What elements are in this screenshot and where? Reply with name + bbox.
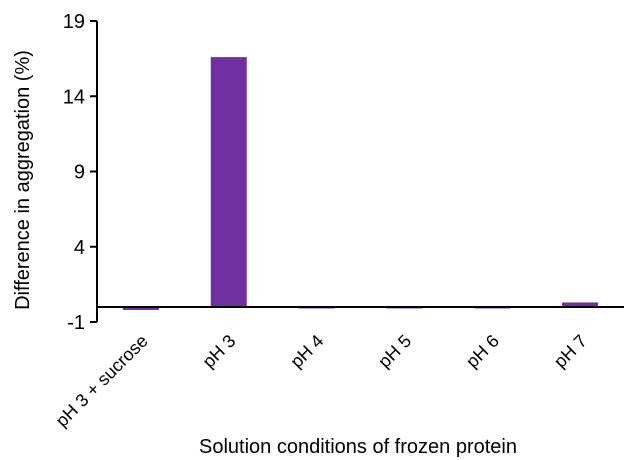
y-tick-label: 19 <box>63 11 85 33</box>
x-category-label: pH 5 <box>374 331 415 372</box>
y-tick-label: 4 <box>74 237 85 259</box>
y-tick-label: 14 <box>63 86 85 108</box>
bar <box>122 306 159 310</box>
y-ticks-group: -1 4 9 14 19 <box>63 11 97 334</box>
y-axis-title: Difference in aggregation (%) <box>12 50 34 310</box>
bar <box>562 302 599 307</box>
x-category-label: pH 3 <box>199 331 240 372</box>
x-axis-title: Solution conditions of frozen protein <box>199 436 517 458</box>
x-category-label: pH 7 <box>550 331 591 372</box>
y-tick-label: 9 <box>74 162 85 184</box>
x-category-label: pH 3 + sucrose <box>52 331 152 431</box>
bars-group <box>122 57 599 310</box>
x-category-label: pH 6 <box>462 331 503 372</box>
y-tick-label: -1 <box>67 312 85 334</box>
bar <box>210 57 247 307</box>
x-ticks-group: pH 3 + sucrose pH 3 pH 4 pH 5 pH 6 pH 7 <box>52 331 591 431</box>
x-category-label: pH 4 <box>286 331 327 372</box>
axes-group <box>96 21 624 322</box>
